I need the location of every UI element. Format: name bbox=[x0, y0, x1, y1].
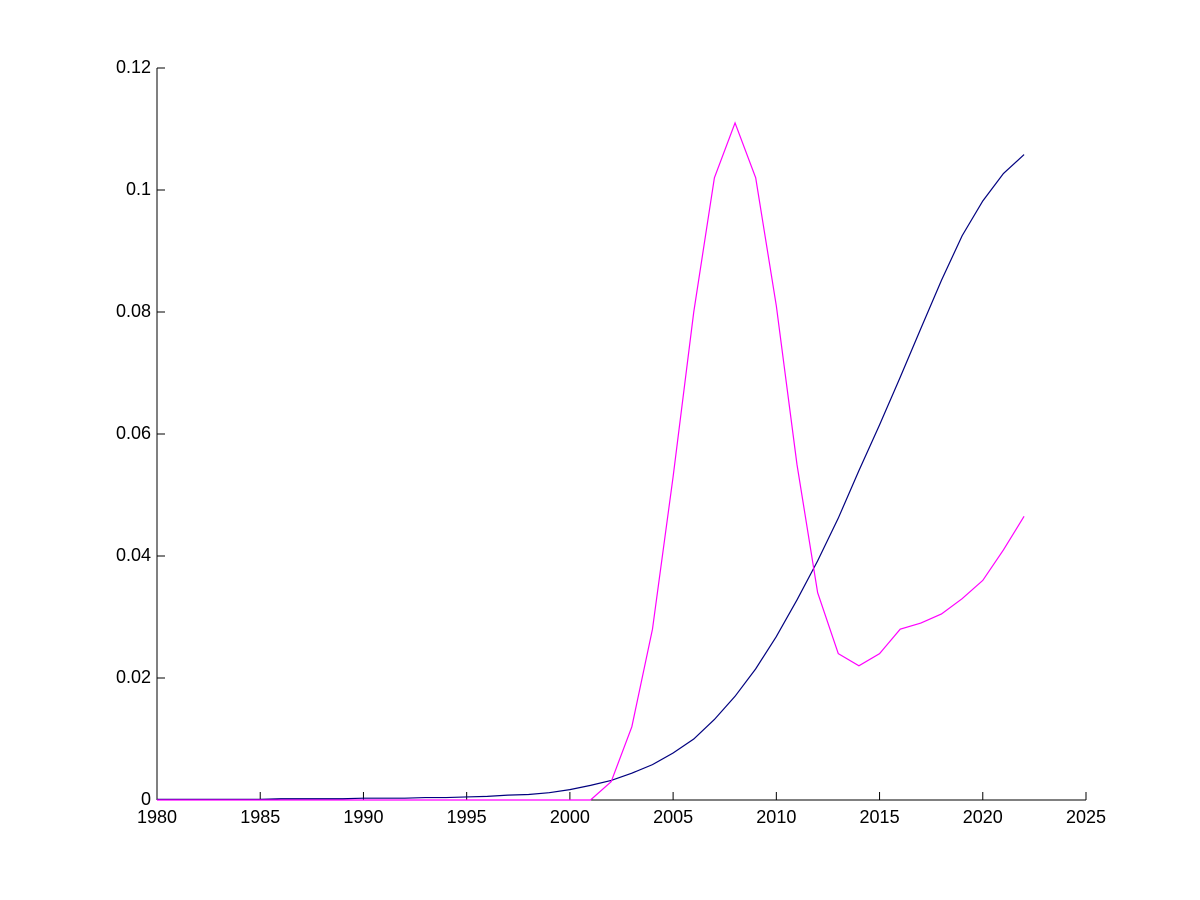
x-tick-label: 1980 bbox=[137, 807, 177, 827]
y-tick-label: 0.06 bbox=[116, 423, 151, 443]
y-tick-label: 0.04 bbox=[116, 545, 151, 565]
y-tick-label: 0.12 bbox=[116, 57, 151, 77]
x-tick-label: 2000 bbox=[550, 807, 590, 827]
x-tick-label: 2020 bbox=[963, 807, 1003, 827]
x-tick-label: 1990 bbox=[343, 807, 383, 827]
series-line bbox=[157, 121, 1025, 801]
x-tick-label: 2015 bbox=[860, 807, 900, 827]
x-tick-label: 2010 bbox=[756, 807, 796, 827]
series-line bbox=[157, 154, 1025, 800]
y-tick-label: 0.08 bbox=[116, 301, 151, 321]
x-tick-label: 1985 bbox=[240, 807, 280, 827]
x-tick-label: 2025 bbox=[1066, 807, 1106, 827]
y-tick-label: 0 bbox=[141, 789, 151, 809]
y-tick-label: 0.1 bbox=[126, 179, 151, 199]
x-tick-label: 1995 bbox=[447, 807, 487, 827]
x-tick-label: 2005 bbox=[653, 807, 693, 827]
y-tick-label: 0.02 bbox=[116, 667, 151, 687]
